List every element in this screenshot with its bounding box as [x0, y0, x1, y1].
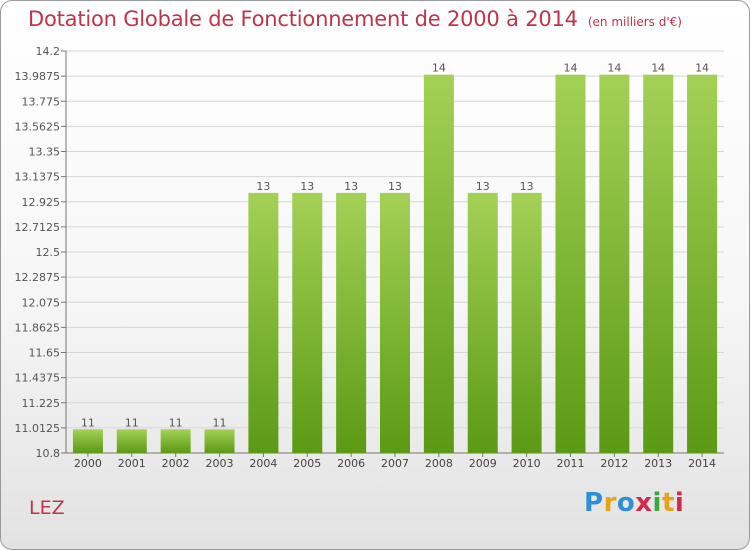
value-label: 13: [300, 180, 314, 193]
y-tick-label: 12.925: [22, 196, 61, 209]
bar-2003: [204, 429, 235, 453]
labels: 10.8 11.0125 11.225 11.4375 11.65 11.8625 12.0…: [15, 45, 717, 470]
title-row: Dotation Globale de Fonctionnement de 20…: [28, 7, 682, 31]
x-tick-label: 2007: [381, 457, 409, 470]
x-tick-label: 2003: [206, 457, 234, 470]
bar-2011: [555, 74, 586, 453]
x-tick-label: 2009: [469, 457, 497, 470]
x-tick-label: 2014: [688, 457, 716, 470]
x-tick-label: 2008: [425, 457, 453, 470]
proxiti-logo[interactable]: Proxiti: [584, 488, 685, 518]
y-tick-label: 11.8625: [15, 321, 61, 334]
value-label: 14: [432, 62, 446, 75]
value-label: 11: [213, 416, 227, 429]
value-label: 11: [169, 416, 183, 429]
bar-2012: [599, 74, 630, 453]
value-label: 13: [256, 180, 270, 193]
y-tick-label: 12.075: [22, 296, 61, 309]
y-tick-label: 11.4375: [15, 372, 61, 385]
x-tick-label: 2006: [337, 457, 365, 470]
y-tick-label: 11.65: [29, 347, 61, 360]
y-tick-label: 12.7125: [15, 221, 61, 234]
value-label: 13: [344, 180, 358, 193]
x-tick-label: 2005: [293, 457, 321, 470]
value-label: 14: [607, 62, 621, 75]
y-tick-label: 14.2: [36, 45, 61, 58]
bar-2000: [72, 429, 103, 453]
bar-2013: [643, 74, 674, 453]
value-label: 14: [563, 62, 577, 75]
value-label: 11: [81, 416, 95, 429]
x-tick-label: 2013: [644, 457, 672, 470]
y-tick-label: 13.9875: [15, 70, 61, 83]
value-label: 11: [125, 416, 139, 429]
y-tick-label: 10.8: [36, 447, 61, 460]
chart-title: Dotation Globale de Fonctionnement de 20…: [28, 7, 578, 31]
value-label: 13: [476, 180, 490, 193]
bar-2005: [292, 192, 323, 453]
y-tick-label: 11.225: [22, 397, 61, 410]
value-label: 13: [520, 180, 534, 193]
x-tick-label: 2010: [513, 457, 541, 470]
bar-2010: [511, 192, 542, 453]
bar-2001: [116, 429, 147, 453]
x-tick-label: 2001: [118, 457, 146, 470]
y-tick-label: 13.35: [29, 146, 61, 159]
y-tick-label: 12.5: [36, 246, 61, 259]
unit-label: (en milliers d'€): [587, 15, 682, 29]
bar-2009: [467, 192, 498, 453]
value-label: 14: [695, 62, 709, 75]
value-label: 14: [651, 62, 665, 75]
bars: [72, 74, 718, 453]
bar-2008: [423, 74, 454, 453]
y-tick-label: 12.2875: [15, 271, 61, 284]
x-tick-label: 2011: [556, 457, 584, 470]
x-tick-label: 2004: [249, 457, 277, 470]
bar-2014: [687, 74, 718, 453]
y-tick-label: 13.775: [22, 95, 61, 108]
bar-2002: [160, 429, 191, 453]
value-label: 13: [388, 180, 402, 193]
bar-2004: [248, 192, 279, 453]
x-tick-label: 2002: [162, 457, 190, 470]
bar-2006: [336, 192, 367, 453]
y-tick-label: 13.1375: [15, 171, 61, 184]
y-tick-label: 13.5625: [15, 120, 61, 133]
x-tick-label: 2012: [600, 457, 628, 470]
bar-2007: [380, 192, 410, 453]
y-tick-label: 11.0125: [15, 422, 61, 435]
x-tick-label: 2000: [74, 457, 102, 470]
commune-name: LEZ: [29, 497, 65, 519]
